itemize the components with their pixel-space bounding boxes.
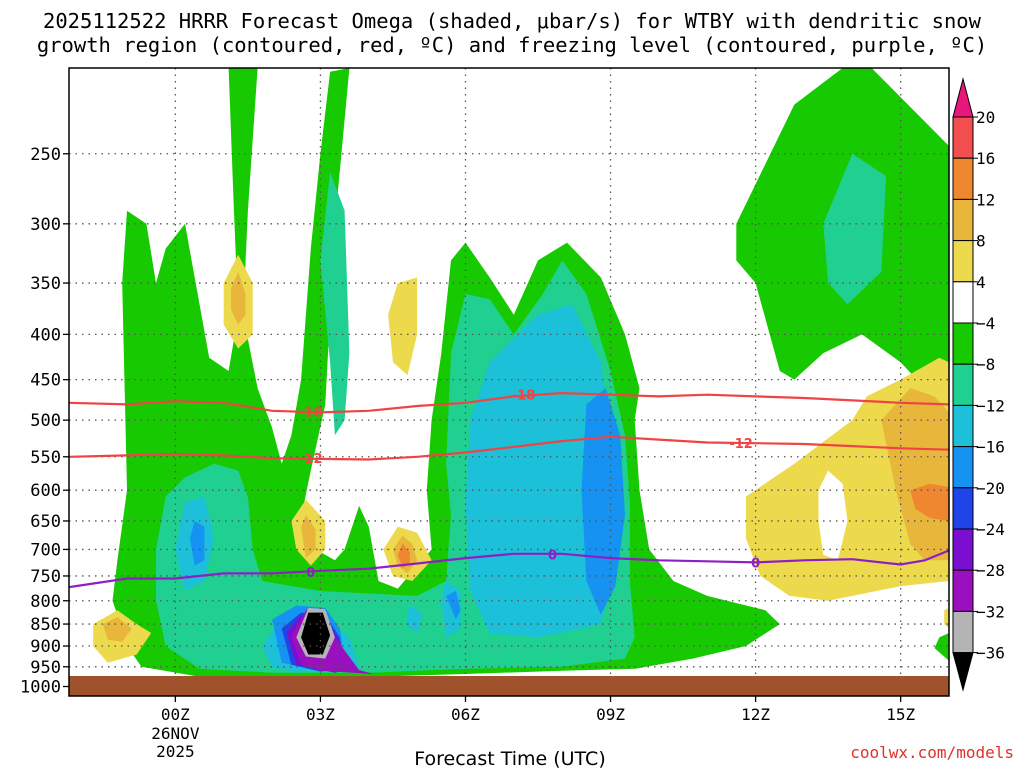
colorbar-label--16: −16 xyxy=(976,438,1005,457)
omega-region-23 xyxy=(388,277,418,376)
colorbar-segment-0 xyxy=(952,116,974,159)
colorbar-label--8: −8 xyxy=(976,355,995,374)
y-tick-label-900: 900 xyxy=(30,637,61,657)
dgz-contour--18 xyxy=(69,391,949,414)
omega-region-20 xyxy=(301,612,331,655)
y-axis: 2503003504004505005506006507007508008509… xyxy=(20,145,69,698)
chart-title-line2: growth region (contoured, red, ºC) and f… xyxy=(36,33,988,57)
chart-title-line1: 2025112522 HRRR Forecast Omega (shaded, … xyxy=(43,9,981,33)
temperature-contours: -18 -18 -12 -12 0 0 0 xyxy=(69,389,949,589)
dgz-contour--12-label: -12 xyxy=(299,452,323,467)
grid-lines xyxy=(69,68,949,696)
colorbar-segment-10 xyxy=(952,528,974,571)
freezing-level-contour-label: 0 xyxy=(306,566,315,581)
y-tick-label-800: 800 xyxy=(30,592,61,612)
colorbar-segment-9 xyxy=(952,487,974,530)
colorbar-bottom-arrow xyxy=(952,652,974,692)
x-tick-label-06Z: 06Z xyxy=(451,705,480,724)
terrain-surface xyxy=(69,676,949,696)
colorbar-label--24: −24 xyxy=(976,520,1005,539)
freezing-level-contour-label: 0 xyxy=(751,556,760,571)
omega-region-25 xyxy=(301,515,316,558)
y-tick-label-1000: 1000 xyxy=(20,678,61,698)
y-tick-label-500: 500 xyxy=(30,411,61,431)
y-tick-label-650: 650 xyxy=(30,512,61,532)
omega-shading xyxy=(93,68,949,679)
omega-region-11 xyxy=(407,605,422,633)
y-tick-label-750: 750 xyxy=(30,567,61,587)
colorbar-label--28: −28 xyxy=(976,561,1005,580)
colorbar-segment-11 xyxy=(952,569,974,612)
x-tick-label-03Z: 03Z xyxy=(306,705,335,724)
colorbar-label--12: −12 xyxy=(976,396,1005,415)
colorbar-segment-3 xyxy=(952,240,974,283)
colorbar-segment-6 xyxy=(952,363,974,406)
x-tick-date-label: 26NOV xyxy=(151,724,200,743)
colorbar-label-16: 16 xyxy=(976,149,995,168)
y-tick-label-250: 250 xyxy=(30,145,61,165)
omega-region-5 xyxy=(320,171,350,436)
x-axis-label: Forecast Time (UTC) xyxy=(414,748,605,768)
omega-region-13 xyxy=(189,521,205,566)
colorbar-segment-4 xyxy=(952,281,974,324)
y-tick-label-450: 450 xyxy=(30,371,61,391)
colorbar-top-arrow xyxy=(952,77,974,118)
x-tick-label-09Z: 09Z xyxy=(596,705,625,724)
dgz-contour--12-label: -12 xyxy=(729,437,753,452)
x-tick-label-00Z: 00Z xyxy=(161,705,190,724)
dgz-contour--18-label: -18 xyxy=(299,406,323,421)
y-tick-label-550: 550 xyxy=(30,448,61,468)
omega-region-6 xyxy=(823,153,887,305)
colorbar-label-20: 20 xyxy=(976,108,995,127)
colorbar-segment-8 xyxy=(952,446,974,489)
dgz-contour--12 xyxy=(69,435,949,461)
y-tick-label-850: 850 xyxy=(30,615,61,635)
plot-frame xyxy=(68,67,950,697)
x-tick-label-15Z: 15Z xyxy=(886,705,915,724)
omega-region-33 xyxy=(910,483,949,521)
x-tick-label-12Z: 12Z xyxy=(741,705,770,724)
y-tick-label-350: 350 xyxy=(30,274,61,294)
freezing-level-contour xyxy=(69,549,949,589)
y-tick-label-950: 950 xyxy=(30,658,61,678)
x-tick-year-label: 2025 xyxy=(156,742,195,761)
omega-region-3 xyxy=(934,633,949,661)
y-tick-label-600: 600 xyxy=(30,481,61,501)
colorbar-label--32: −32 xyxy=(976,602,1005,621)
colorbar-label--36: −36 xyxy=(976,644,1005,663)
freezing-level-contour-label: 0 xyxy=(548,548,557,563)
source-credit: coolwx.com/models xyxy=(850,743,1014,762)
colorbar-label--4: −4 xyxy=(976,314,995,333)
omega-region-22 xyxy=(231,271,246,325)
omega-region-15 xyxy=(446,591,461,620)
colorbar-segment-1 xyxy=(952,157,974,200)
y-tick-label-400: 400 xyxy=(30,325,61,345)
dgz-contour--18-label: -18 xyxy=(512,389,536,404)
omega-region-34 xyxy=(818,470,848,561)
colorbar-label--20: −20 xyxy=(976,479,1005,498)
colorbar-segment-2 xyxy=(952,198,974,242)
colorbar-segment-12 xyxy=(952,610,974,654)
colorbar-label-8: 8 xyxy=(976,232,986,251)
y-tick-label-700: 700 xyxy=(30,540,61,560)
omega-region-30 xyxy=(102,617,132,642)
colorbar: 20 16 12 8 4 −4 −8 −12 −16 −20 −24 −28 −32 −36 xyxy=(952,77,1005,692)
y-tick-label-300: 300 xyxy=(30,215,61,235)
colorbar-segment-7 xyxy=(952,404,974,448)
colorbar-label-12: 12 xyxy=(976,190,995,209)
colorbar-label-4: 4 xyxy=(976,273,986,292)
colorbar-segment-5 xyxy=(952,322,974,365)
omega-region-35 xyxy=(944,607,949,629)
